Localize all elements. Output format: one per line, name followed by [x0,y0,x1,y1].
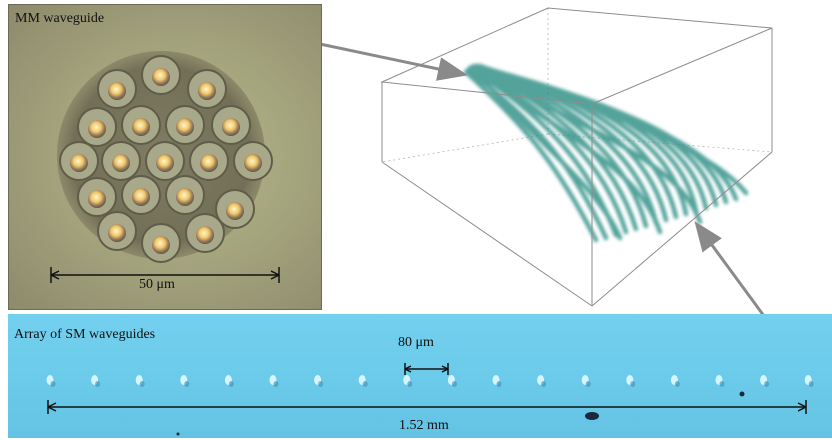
sm-waveguide-dots [46,375,814,387]
core [70,154,88,172]
sm-waveguide-shadow [318,381,324,387]
sm-waveguide-shadow [719,381,725,387]
core [198,82,216,100]
pitch-scale-label: 80 μm [398,335,434,350]
sm-waveguide-shadow [585,381,591,387]
core-array [59,55,273,263]
sm-connector-arrow [694,221,766,317]
sm-waveguide-shadow [808,381,814,387]
sm-array-drawing [46,363,814,436]
core [88,190,106,208]
core [156,154,174,172]
mm-scale-bar [50,267,280,283]
span-scale-label: 1.52 mm [399,418,449,433]
sm-waveguide-shadow [139,381,145,387]
core [226,202,244,220]
waveguide-bundle [463,63,749,243]
sm-waveguide-shadow [95,381,101,387]
sm-waveguide-shadow [496,381,502,387]
pitch-scale-bar [404,363,449,375]
sm-waveguide-shadow [764,381,770,387]
mm-panel-title: MM waveguide [15,11,105,26]
mm-waveguide-micrograph: MM waveguide 50 μm [8,4,322,310]
core [108,82,126,100]
sm-panel-title: Array of SM waveguides [14,327,156,342]
sm-waveguide-shadow [184,381,190,387]
span-scale-bar [47,400,807,414]
core [176,188,194,206]
sm-waveguide-shadow [50,381,56,387]
sm-waveguide-shadow [407,381,413,387]
core [152,236,170,254]
mm-connector-arrow [319,42,468,81]
sm-specks [176,391,745,436]
box-visible-edges [380,7,773,307]
core [108,224,126,242]
core [112,154,130,172]
sm-waveguide-array-micrograph: Array of SM waveguides 80 μm 1.52 mm [8,314,832,438]
core [152,68,170,86]
core [222,118,240,136]
sm-waveguide-shadow [273,381,279,387]
sm-waveguide-shadow [451,381,457,387]
core [200,154,218,172]
core [132,188,150,206]
sm-waveguide-shadow [541,381,547,387]
sm-waveguide-shadow [674,381,680,387]
core [88,120,106,138]
core [176,118,194,136]
core [132,118,150,136]
core [196,226,214,244]
core [244,154,262,172]
mm-scale-label: 50 μm [139,277,175,292]
sm-waveguide-shadow [630,381,636,387]
mm-micrograph-drawing [50,51,280,283]
sm-waveguide-shadow [228,381,234,387]
sm-waveguide-shadow [362,381,368,387]
